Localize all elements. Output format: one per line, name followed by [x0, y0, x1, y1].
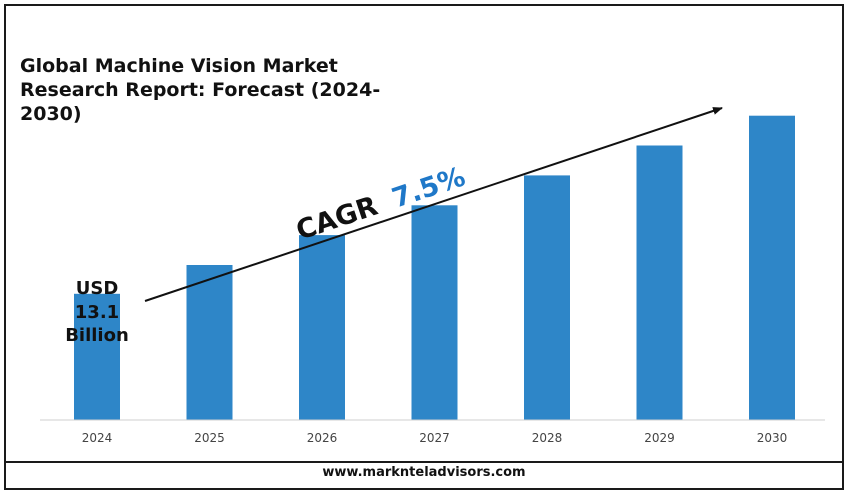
bar-2024: [74, 293, 120, 420]
x-tick-label-2025: 2025: [194, 431, 225, 445]
start-value-label: USD 13.1 Billion: [65, 278, 129, 346]
start-label-line-2: 13.1: [75, 302, 119, 323]
bar-2025: [186, 265, 233, 420]
x-tick-label-2026: 2026: [307, 431, 338, 445]
bar-2026: [299, 235, 345, 420]
x-tick-label-2028: 2028: [532, 431, 563, 445]
x-tick-label-2029: 2029: [644, 431, 675, 445]
bar-2029: [636, 145, 683, 420]
trend-arrow: [144, 107, 723, 302]
bar-2030: [749, 115, 795, 420]
x-tick-label-2027: 2027: [419, 431, 450, 445]
bar-2028: [524, 175, 570, 420]
chart-title: Global Machine Vision Market Research Re…: [20, 55, 381, 125]
tick-labels-layer: 2024 2025 2026 2027 2028 2029 2030: [82, 431, 788, 445]
start-label-line-3: Billion: [65, 325, 129, 346]
bars-layer: [74, 115, 795, 420]
x-tick-label-2024: 2024: [82, 431, 113, 445]
footer-website: www.marknteladvisors.com: [322, 465, 526, 480]
start-label-line-1: USD: [76, 278, 119, 299]
footer-divider: [4, 461, 844, 463]
bar-2027: [411, 205, 458, 420]
x-tick-label-2030: 2030: [757, 431, 788, 445]
